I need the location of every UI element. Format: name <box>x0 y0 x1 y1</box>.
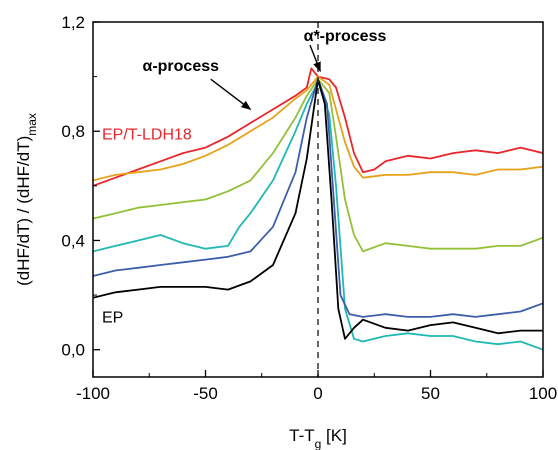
series-line-2 <box>93 75 543 182</box>
annotation-label-2: α*-process <box>304 28 387 45</box>
annotation-label-1: α-process <box>142 58 219 75</box>
series-line-1 <box>93 67 543 187</box>
x-tick-label: -50 <box>193 384 218 403</box>
series-layer <box>93 67 543 351</box>
annotation-arrow-1 <box>210 78 252 110</box>
series-line-5 <box>93 78 543 318</box>
y-tick-label: 0,8 <box>61 122 85 141</box>
y-tick-label: 0,4 <box>61 231 85 250</box>
x-axis-title-unit: [K] <box>321 426 347 445</box>
x-axis-title: T-Tg [K] <box>289 426 347 450</box>
x-tick-label: 100 <box>529 384 557 403</box>
annotations: α-process α*-process EP/T-LDH18 EP <box>102 28 386 326</box>
x-axis-title-main: T-T <box>289 426 315 445</box>
x-axis-title-sub: g <box>315 437 322 450</box>
series-label-1: EP/T-LDH18 <box>102 126 192 143</box>
y-axis-title: (dHF/dT) / (dHF/dT)max <box>14 113 39 286</box>
axis-ticks: -100 -50 0 50 100 0,0 0,4 0,8 1,2 <box>61 13 557 403</box>
series-label-6: EP <box>102 309 123 326</box>
series-line-3 <box>93 78 543 253</box>
x-tick-label: 50 <box>421 384 440 403</box>
x-tick-label: 0 <box>313 384 322 403</box>
y-tick-label: 0,0 <box>61 341 85 360</box>
x-tick-label: -100 <box>76 384 110 403</box>
y-axis-title-main: (dHF/dT) / (dHF/dT) <box>14 136 33 286</box>
y-tick-label: 1,2 <box>61 13 85 32</box>
annotation-arrow-2 <box>309 44 321 73</box>
y-axis-title-sub: max <box>25 113 39 136</box>
series-line-6 <box>93 78 543 340</box>
